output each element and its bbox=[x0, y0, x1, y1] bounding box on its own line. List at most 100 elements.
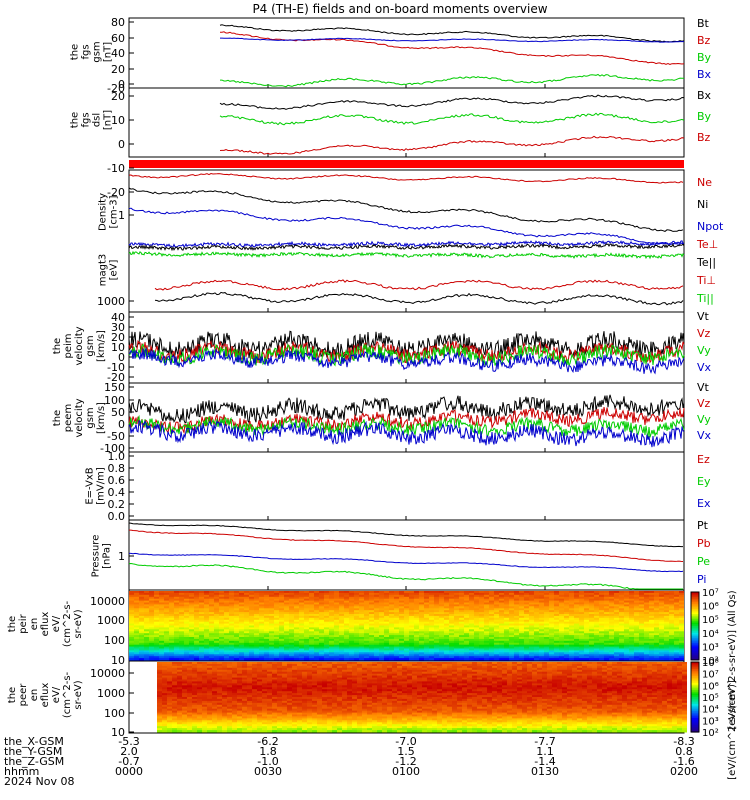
spec-cell bbox=[464, 621, 469, 625]
spec-cell bbox=[164, 656, 169, 659]
spec-cell bbox=[584, 637, 589, 640]
spec-cell bbox=[197, 730, 202, 733]
spec-cell bbox=[474, 646, 479, 649]
spec-cell bbox=[359, 617, 364, 621]
spec-cell bbox=[134, 637, 139, 640]
spec-cell bbox=[299, 648, 304, 651]
spec-cell bbox=[144, 596, 149, 600]
spec-cell bbox=[244, 623, 249, 626]
spec-cell bbox=[559, 591, 564, 594]
spec-cell bbox=[294, 602, 299, 605]
spec-cell bbox=[199, 600, 204, 603]
spec-cell bbox=[234, 612, 239, 615]
spec-cell bbox=[269, 631, 274, 634]
spec-cell bbox=[509, 648, 514, 651]
spec-cell bbox=[139, 592, 144, 596]
spec-cell bbox=[409, 654, 414, 657]
spec-cell bbox=[584, 631, 589, 634]
spec-cell bbox=[459, 621, 464, 625]
spec-cell bbox=[294, 625, 299, 628]
spec-cell bbox=[189, 602, 194, 605]
spec-cell bbox=[247, 662, 252, 665]
spec-cell bbox=[634, 631, 639, 634]
spec-cell bbox=[379, 658, 384, 661]
spec-cell bbox=[409, 633, 414, 636]
spec-cell bbox=[519, 619, 524, 623]
spec-cell bbox=[429, 623, 434, 626]
spec-cell bbox=[609, 602, 614, 605]
spec-cell bbox=[179, 621, 184, 625]
series-Vx bbox=[129, 347, 685, 375]
spec-cell bbox=[157, 722, 162, 725]
spec-cell bbox=[162, 702, 167, 706]
spec-cell bbox=[349, 625, 354, 628]
spec-cell bbox=[199, 621, 204, 625]
spec-cell bbox=[464, 633, 469, 636]
spec-cell bbox=[177, 667, 182, 671]
spec-cell bbox=[189, 591, 194, 594]
spec-cell bbox=[254, 604, 259, 607]
spec-cell bbox=[444, 658, 449, 661]
spec-cell bbox=[289, 621, 294, 625]
spec-cell bbox=[314, 631, 319, 634]
spec-cell bbox=[504, 627, 509, 630]
spec-cell bbox=[157, 673, 162, 677]
spec-cell bbox=[394, 658, 399, 661]
spec-cell bbox=[389, 610, 394, 613]
spec-cell bbox=[589, 631, 594, 634]
spec-cell bbox=[202, 681, 207, 684]
spec-cell bbox=[374, 612, 379, 615]
spec-cell bbox=[202, 710, 207, 713]
spec-cell bbox=[334, 600, 339, 603]
spec-cell bbox=[519, 646, 524, 649]
spec-cell bbox=[177, 695, 182, 698]
spec-cell bbox=[574, 615, 579, 619]
spec-cell bbox=[349, 600, 354, 603]
spec-cell bbox=[189, 612, 194, 615]
spec-cell bbox=[649, 617, 654, 621]
spec-cell bbox=[549, 596, 554, 600]
spec-cell bbox=[489, 625, 494, 628]
spec-cell bbox=[439, 654, 444, 657]
spec-cell bbox=[222, 667, 227, 671]
spec-cell bbox=[539, 642, 544, 646]
spec-cell bbox=[157, 728, 162, 731]
spec-cell bbox=[599, 629, 604, 632]
spec-cell bbox=[244, 606, 249, 609]
spec-cell bbox=[179, 638, 184, 642]
spec-cell bbox=[504, 610, 509, 613]
spec-cell bbox=[664, 610, 669, 613]
xaxis-value: 0000 bbox=[115, 765, 143, 778]
spec-cell bbox=[257, 673, 262, 677]
spec-cell bbox=[162, 704, 167, 708]
spec-cell bbox=[609, 635, 614, 638]
spec-cell bbox=[162, 667, 167, 671]
spec-cell bbox=[459, 608, 464, 611]
spec-cell bbox=[474, 600, 479, 603]
spec-cell bbox=[129, 591, 134, 594]
spec-cell bbox=[524, 650, 529, 653]
spec-cell bbox=[187, 681, 192, 684]
spec-cell bbox=[289, 650, 294, 653]
spec-cell bbox=[584, 635, 589, 638]
spec-cell bbox=[204, 617, 209, 621]
spec-cell bbox=[242, 665, 247, 669]
spec-cell bbox=[219, 596, 224, 600]
spec-cell bbox=[204, 608, 209, 611]
spec-cell bbox=[369, 635, 374, 638]
spec-cell bbox=[449, 614, 454, 617]
spec-cell bbox=[669, 625, 674, 628]
spec-cell bbox=[164, 610, 169, 613]
spec-cell bbox=[509, 615, 514, 619]
spec-cell bbox=[484, 615, 489, 619]
spec-cell bbox=[204, 594, 209, 598]
spec-cell bbox=[224, 635, 229, 638]
spec-cell bbox=[209, 591, 214, 594]
spec-cell bbox=[334, 621, 339, 625]
spec-cell bbox=[219, 658, 224, 661]
ytick-label: 20 bbox=[111, 63, 125, 76]
spec-cell bbox=[172, 698, 177, 702]
spec-cell bbox=[559, 614, 564, 617]
spec-cell bbox=[474, 631, 479, 634]
spec-cell bbox=[474, 635, 479, 638]
